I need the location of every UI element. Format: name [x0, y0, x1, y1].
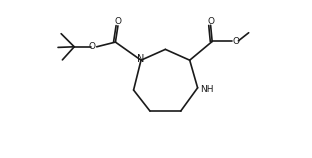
Text: O: O — [207, 17, 214, 26]
Text: O: O — [115, 17, 121, 26]
Text: O: O — [88, 42, 95, 51]
Text: NH: NH — [200, 85, 214, 94]
Text: O: O — [232, 37, 239, 46]
Text: N: N — [137, 54, 144, 64]
